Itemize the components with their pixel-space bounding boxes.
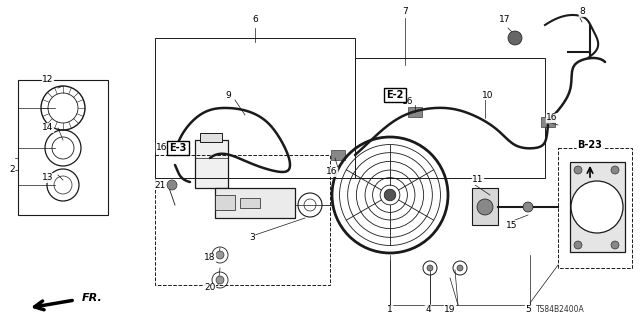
Circle shape [457, 265, 463, 271]
Bar [200, 133, 222, 142]
Text: 18: 18 [204, 254, 216, 263]
Text: 16: 16 [403, 98, 413, 107]
Bar [195, 140, 228, 188]
Text: FR.: FR. [82, 293, 103, 303]
Circle shape [508, 31, 522, 45]
Text: 5: 5 [525, 306, 531, 315]
Text: 6: 6 [252, 16, 258, 25]
Text: 17: 17 [499, 16, 511, 25]
Bar [331, 150, 345, 160]
Circle shape [611, 241, 619, 249]
Bar [541, 117, 555, 127]
Text: 16: 16 [156, 144, 168, 152]
Text: 11: 11 [472, 175, 484, 184]
Text: TS84B2400A: TS84B2400A [536, 306, 584, 315]
Text: 3: 3 [249, 234, 255, 242]
Text: 19: 19 [444, 306, 456, 315]
Text: 21: 21 [154, 181, 166, 189]
Bar [570, 162, 625, 252]
Text: 16: 16 [326, 167, 338, 176]
Text: 15: 15 [506, 220, 518, 229]
Text: E-2: E-2 [387, 90, 404, 100]
Bar [558, 148, 632, 268]
Bar [240, 198, 260, 208]
Text: E-3: E-3 [170, 143, 187, 153]
Text: 16: 16 [547, 114, 557, 122]
Bar [155, 38, 355, 178]
Circle shape [167, 180, 177, 190]
Text: 14: 14 [42, 123, 54, 132]
Circle shape [523, 202, 533, 212]
Text: 7: 7 [402, 8, 408, 17]
Circle shape [427, 265, 433, 271]
Circle shape [574, 166, 582, 174]
Circle shape [574, 241, 582, 249]
Text: 2: 2 [9, 166, 15, 174]
Text: 1: 1 [387, 306, 393, 315]
Bar [215, 188, 295, 218]
Text: 10: 10 [483, 91, 493, 100]
Text: B-23: B-23 [577, 140, 602, 150]
Text: 9: 9 [225, 91, 231, 100]
Bar [215, 195, 235, 210]
Bar [173, 143, 187, 153]
Bar [408, 107, 422, 117]
Text: 8: 8 [579, 8, 585, 17]
Circle shape [384, 189, 396, 201]
Text: 12: 12 [42, 76, 54, 85]
Circle shape [571, 181, 623, 233]
Text: 4: 4 [425, 306, 431, 315]
Circle shape [216, 276, 224, 284]
Bar [155, 155, 330, 285]
Bar [18, 80, 108, 215]
Bar [355, 58, 545, 178]
Text: 13: 13 [42, 174, 54, 182]
Circle shape [216, 251, 224, 259]
Text: 20: 20 [204, 284, 216, 293]
Circle shape [611, 166, 619, 174]
Bar [472, 188, 498, 225]
Circle shape [477, 199, 493, 215]
